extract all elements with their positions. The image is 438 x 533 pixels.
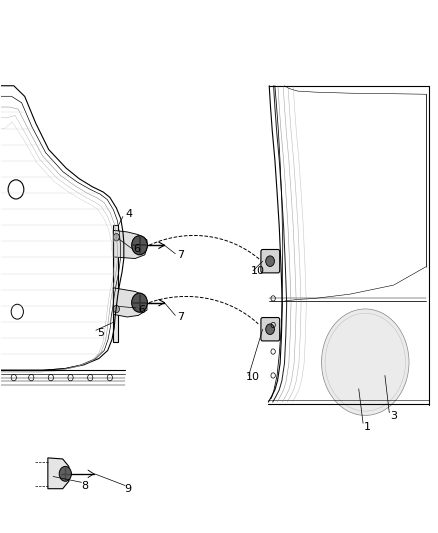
Polygon shape xyxy=(48,458,70,489)
Text: 8: 8 xyxy=(81,481,88,490)
Circle shape xyxy=(59,466,71,481)
Text: 4: 4 xyxy=(126,209,133,220)
Text: 5: 5 xyxy=(98,328,105,338)
Text: 9: 9 xyxy=(125,484,132,494)
Text: 10: 10 xyxy=(246,372,260,382)
Circle shape xyxy=(113,233,120,241)
Circle shape xyxy=(113,305,120,313)
Text: 3: 3 xyxy=(390,411,397,422)
Polygon shape xyxy=(113,230,147,259)
Circle shape xyxy=(132,293,148,312)
Polygon shape xyxy=(113,288,147,317)
Text: 7: 7 xyxy=(177,312,184,322)
Circle shape xyxy=(266,256,275,266)
Circle shape xyxy=(132,236,148,255)
Text: 7: 7 xyxy=(177,250,184,260)
Circle shape xyxy=(266,324,275,335)
Polygon shape xyxy=(113,225,118,342)
Text: 6: 6 xyxy=(134,245,141,254)
FancyBboxPatch shape xyxy=(261,318,280,341)
Text: 6: 6 xyxy=(138,305,145,315)
FancyBboxPatch shape xyxy=(261,249,280,273)
Circle shape xyxy=(321,309,409,415)
Text: 10: 10 xyxy=(251,266,265,276)
Text: 1: 1 xyxy=(364,422,371,432)
